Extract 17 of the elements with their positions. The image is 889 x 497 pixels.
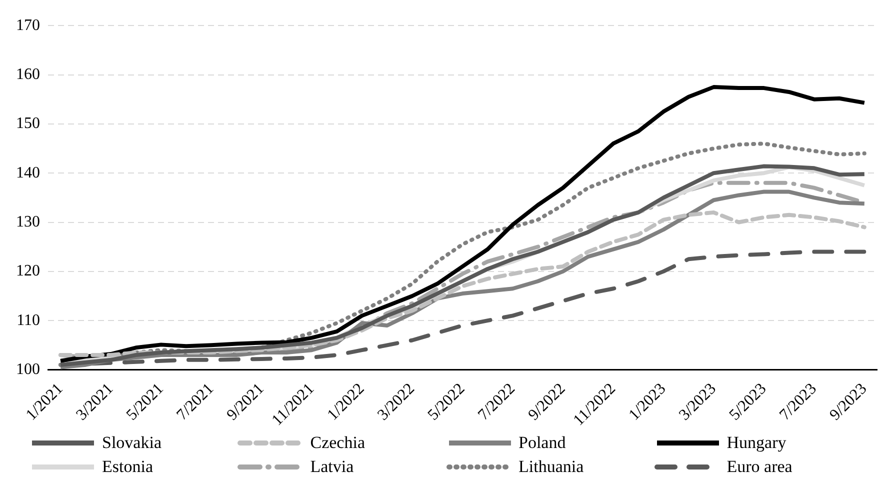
line-series xyxy=(58,210,866,358)
y-tick-label: 150 xyxy=(16,115,40,132)
legend-label: Euro area xyxy=(726,457,792,477)
y-tick-label: 120 xyxy=(16,262,40,280)
y-tick-label: 170 xyxy=(16,16,40,34)
y-tick-label: 110 xyxy=(16,312,40,329)
y-tick-label: 160 xyxy=(16,66,40,83)
legend-label: Poland xyxy=(518,433,566,453)
legend-label: Hungary xyxy=(726,433,786,453)
legend-label: Latvia xyxy=(310,457,354,477)
legend-label: Estonia xyxy=(102,457,153,477)
legend-label: Czechia xyxy=(310,433,365,453)
legend-label: Lithuania xyxy=(518,457,584,477)
legend-label: Slovakia xyxy=(102,433,162,453)
y-tick-label: 130 xyxy=(16,213,40,230)
y-tick-label: 140 xyxy=(16,164,40,182)
y-tick-label: 100 xyxy=(16,360,40,378)
